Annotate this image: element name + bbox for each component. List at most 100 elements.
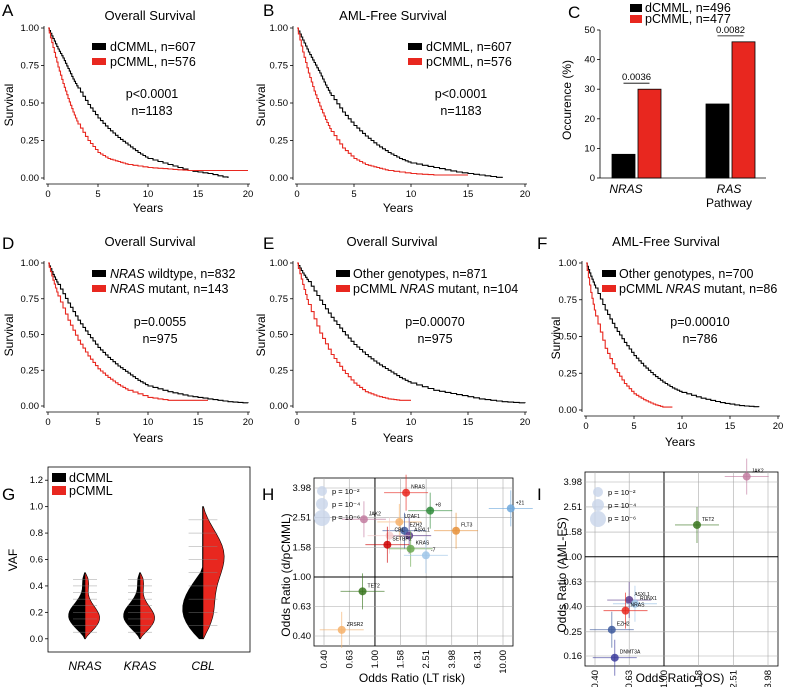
panel-e: E Overall Survival Survival Years 0.000.… <box>254 234 530 445</box>
x-tick-label: 0 <box>45 189 50 200</box>
y-tick-label: 1.00 <box>270 258 289 269</box>
x-tick-label: 0 <box>583 421 588 432</box>
panel-b-xlabel: Years <box>383 201 413 215</box>
panel-h: H Odds Ratio (d/pCMML) Odds Ratio (LT ri… <box>262 474 533 685</box>
x-tick-label: 5 <box>351 417 356 428</box>
legend-label-pcmml-nras: pCMML NRAS mutant, n=86 <box>619 282 777 296</box>
y-tick-label: 0.75 <box>559 295 578 306</box>
x-tick-label: 0.40 <box>590 670 601 687</box>
x-tick-label: 1.00 <box>659 670 670 687</box>
y-tick-label: 0.63 <box>564 577 583 588</box>
y-tick-label: 1.00 <box>21 23 40 34</box>
km-curve-black <box>586 262 760 408</box>
panel-f-title: AML-Free Survival <box>612 234 720 249</box>
scatter-plot-h: 0.40 0.63 1.00 1.58 2.51 3.98 6.31 10.00 0.40 0.6… <box>293 474 533 674</box>
panel-letter-c: C <box>568 3 580 22</box>
y-tick-label: 30 <box>584 84 595 95</box>
x-tick-label: 3.98 <box>763 670 774 687</box>
x-tick-label: 1.58 <box>693 670 704 687</box>
y-tick-label: 1.00 <box>270 23 289 34</box>
x-tick-label: 10.00 <box>498 650 509 674</box>
point-label: CBL <box>395 528 405 534</box>
point-21 <box>506 504 515 513</box>
y-tick-label: 0.75 <box>21 294 40 305</box>
panel-f-n: n=786 <box>682 332 717 346</box>
panel-h-ylabel: Odds Ratio (d/pCMML) <box>279 513 293 636</box>
violin-category-label: NRAS <box>68 659 101 673</box>
legend-swatch-dcmml <box>52 473 66 482</box>
y-tick-label: 0.50 <box>21 98 40 109</box>
y-tick-label: 0.4 <box>30 581 43 592</box>
legend-label-pcmml: pCMML <box>69 484 113 498</box>
y-tick-label: 0.8 <box>30 528 43 539</box>
x-tick-label: 10 <box>406 417 417 428</box>
y-tick-label: 0.75 <box>21 61 40 72</box>
p-legend-i-2: p = 10⁻⁴ <box>608 501 636 510</box>
km-curve-black <box>48 262 249 404</box>
y-tick-label: 1.00 <box>293 572 312 583</box>
panel-b-pvalue: p<0.0001 <box>435 87 488 101</box>
y-tick-label: 1.0 <box>30 502 43 513</box>
panel-c: C dCMML, n=496 pCMML, n=477 Occurence (%… <box>560 1 766 210</box>
bar-pcmml <box>637 88 662 179</box>
point-label: DNMT3A <box>620 650 641 656</box>
bar-dcmml <box>611 153 636 179</box>
panel-c-category-pathway: Pathway <box>706 196 752 210</box>
km-plot-d: 0.00 0.25 0.50 0.75 1.00 0 5 10 15 20 <box>21 258 254 428</box>
panel-a-pvalue: p<0.0001 <box>126 87 179 101</box>
panel-b-ylabel: Survival <box>254 84 268 127</box>
point-label: NRAS <box>411 485 426 491</box>
y-tick-label: 0.25 <box>559 368 578 379</box>
panel-f-xlabel: Years <box>665 435 695 449</box>
p-legend-h-3: p = 10⁻⁶ <box>332 513 360 522</box>
panel-h-xlabel: Odds Ratio (LT risk) <box>359 671 465 685</box>
point-label: JAK2 <box>369 511 381 517</box>
y-tick-label: 1.00 <box>21 258 40 269</box>
y-tick-label: 0.2 <box>30 607 43 618</box>
panel-b-title: AML-Free Survival <box>339 8 447 23</box>
y-tick-label: 0.00 <box>21 173 40 184</box>
p-legend-h-1: p = 10⁻² <box>332 487 360 496</box>
p-legend-h-2: p = 10⁻⁴ <box>332 500 360 509</box>
point-ezh2 <box>607 625 616 634</box>
legend-label-pcmml-nras: pCMML NRAS mutant, n=104 <box>353 282 518 296</box>
significance-pvalue: 0.0082 <box>716 25 745 36</box>
legend-label-pcmml: pCMML, n=477 <box>645 12 731 26</box>
km-curve-red <box>586 262 673 408</box>
panel-g-ylabel: VAF <box>6 549 20 571</box>
panel-letter-b: B <box>263 1 274 20</box>
point-label: +8 <box>435 503 441 509</box>
panel-i-ylabel: Odds Ratio (AML-FS) <box>555 517 569 632</box>
x-tick-label: 15 <box>725 421 736 432</box>
point-jak2 <box>742 472 751 481</box>
point-label: TET2 <box>702 517 714 523</box>
x-tick-label: 0.63 <box>624 670 635 687</box>
point-label: +21 <box>516 500 525 506</box>
point-label: SETBP1 <box>392 537 411 543</box>
violin-half-dcmml <box>182 506 204 640</box>
point-label: ASXL1 <box>634 592 650 598</box>
y-tick-label: 0.40 <box>564 601 583 612</box>
violin-category-label: KRAS <box>124 659 157 673</box>
point-label: RUNX1 <box>640 596 657 602</box>
violin-category-label: CBL <box>191 659 214 673</box>
scatter-plot-i: 0.40 0.63 1.00 1.58 2.51 3.98 0.16 0.25 0.40 0.63… <box>564 458 779 687</box>
point-runx1 <box>630 599 639 608</box>
legend-label-dcmml: dCMML, n=496 <box>645 1 731 15</box>
x-tick-label: 20 <box>773 421 784 432</box>
panel-letter-g: G <box>2 485 15 504</box>
x-tick-label: 10 <box>677 421 688 432</box>
panel-d-title: Overall Survival <box>104 234 195 249</box>
y-tick-label: 0.50 <box>270 98 289 109</box>
panel-letter-d: D <box>2 234 14 253</box>
point-kras <box>406 544 415 553</box>
x-tick-label: 5 <box>351 189 356 200</box>
point-asxl1 <box>625 596 634 605</box>
point-label: EZH2 <box>409 523 422 529</box>
y-tick-label: 10 <box>584 143 595 154</box>
panel-e-n: n=975 <box>417 332 452 346</box>
legend-label-mutant: NRAS mutant, n=143 <box>110 282 229 296</box>
legend-swatch-dcmml <box>92 43 106 50</box>
point-label: ASXL1 <box>414 528 430 534</box>
panel-b: B AML-Free Survival Survival Years 0.000… <box>254 1 530 215</box>
